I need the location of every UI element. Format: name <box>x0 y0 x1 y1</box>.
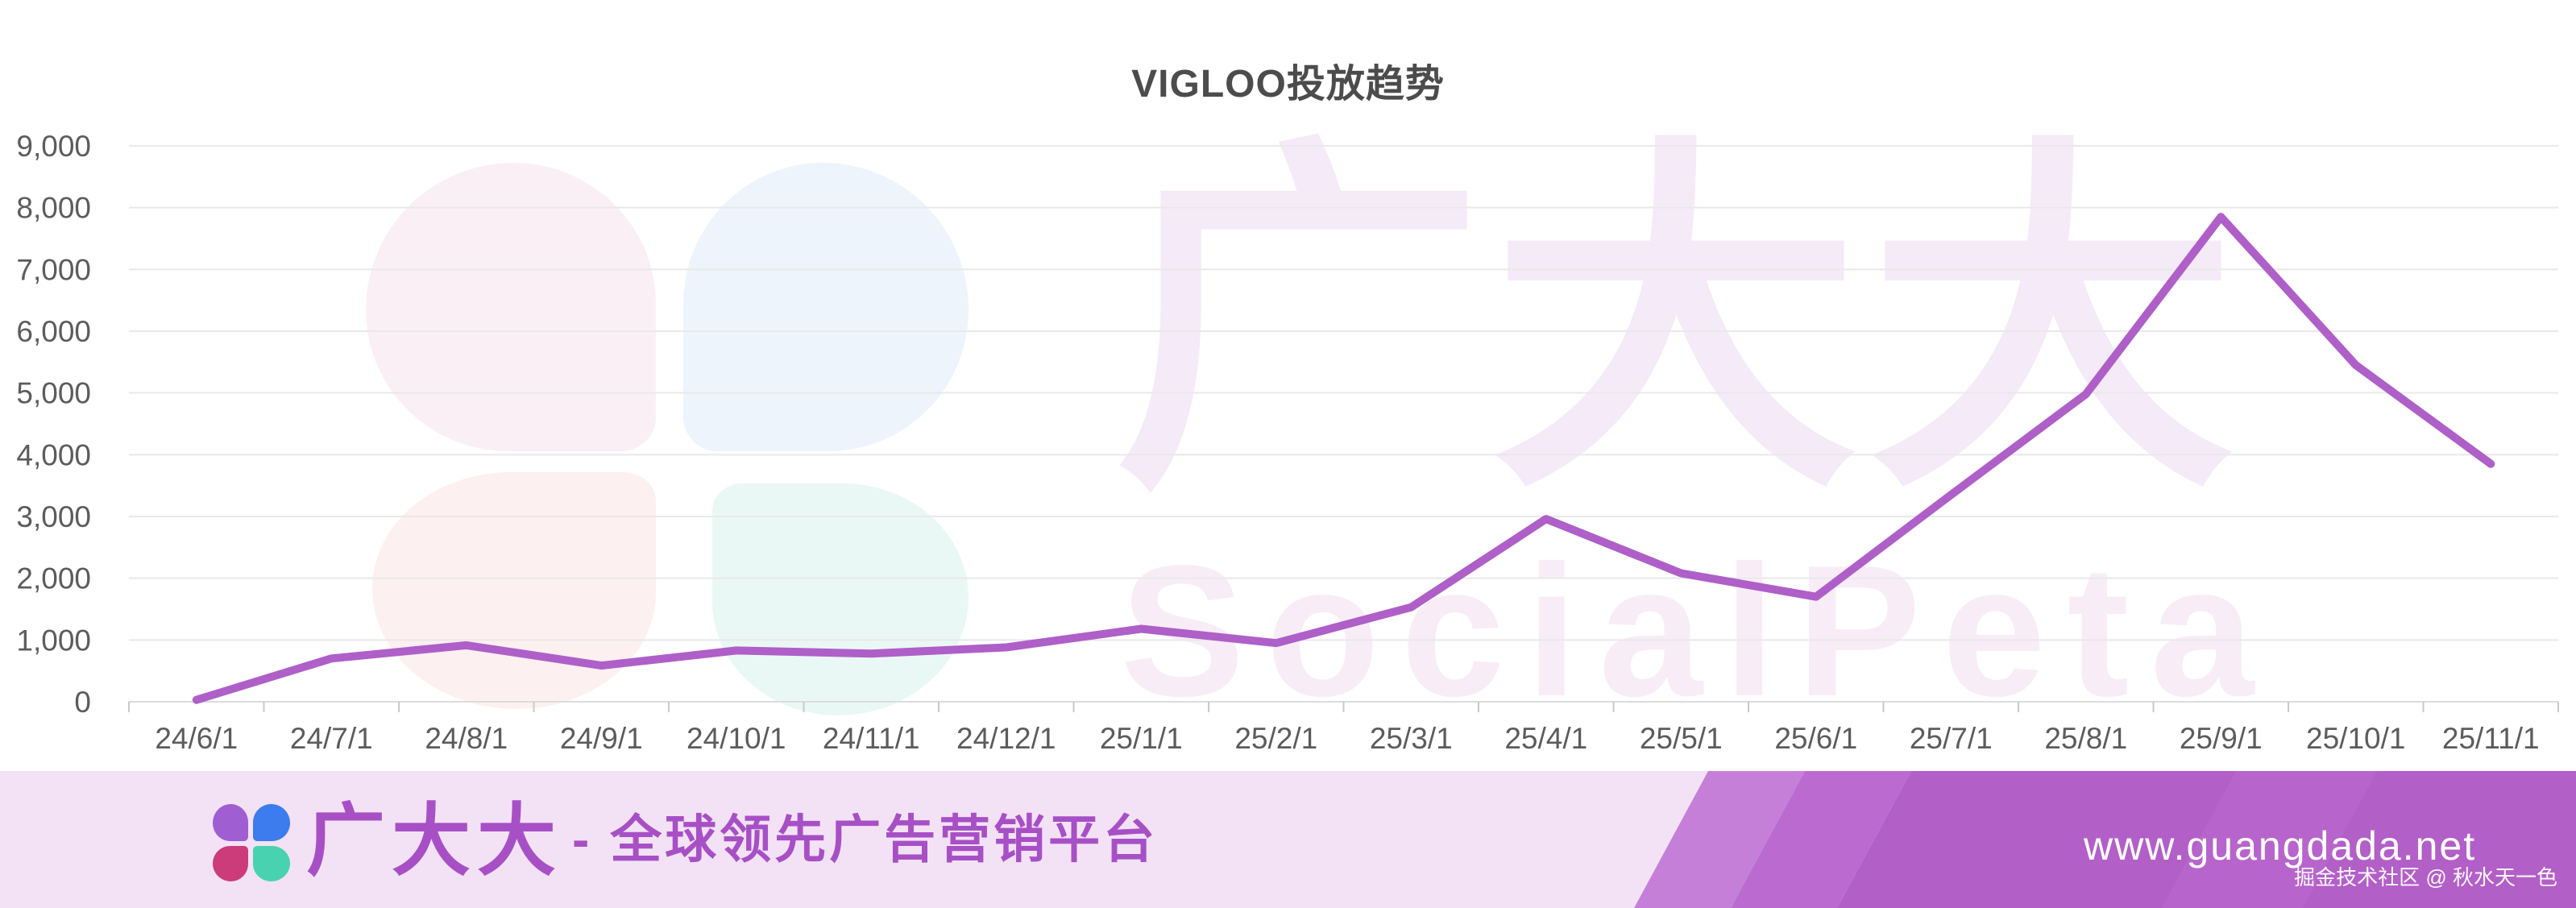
logo-petal-purple <box>213 804 248 841</box>
watermark-petal-bottom-right <box>712 483 969 715</box>
logo-petal-teal <box>253 846 290 881</box>
svg-text:25/11/1: 25/11/1 <box>2442 722 2540 755</box>
svg-text:25/8/1: 25/8/1 <box>2044 722 2127 755</box>
footer-credit: 掘金技术社区 @ 秋水天一色 <box>2294 865 2557 889</box>
svg-text:2,000: 2,000 <box>16 562 91 595</box>
watermark-flower-logo-icon <box>366 163 969 715</box>
footer-tagline: - 全球领先广告营销平台 <box>572 811 1159 869</box>
chart-series-line <box>192 213 2495 704</box>
svg-text:4,000: 4,000 <box>16 438 91 471</box>
watermark-petal-top-left <box>366 163 656 451</box>
watermark-petal-top-right <box>683 163 969 451</box>
banner-stripe-3 <box>2162 771 2377 908</box>
logo-petal-blue <box>253 804 290 841</box>
svg-text:6,000: 6,000 <box>16 315 91 348</box>
svg-text:25/3/1: 25/3/1 <box>1370 722 1453 755</box>
svg-text:25/4/1: 25/4/1 <box>1504 722 1587 755</box>
svg-text:24/12/1: 24/12/1 <box>956 722 1056 755</box>
svg-text:25/6/1: 25/6/1 <box>1774 722 1857 755</box>
chart-title: VIGLOO投放趋势 <box>1131 63 1445 106</box>
footer-banner-background <box>0 771 2576 908</box>
watermark-brand-text: 广大大 <box>1114 117 2245 529</box>
svg-text:5,000: 5,000 <box>16 377 91 410</box>
banner-stripe-2 <box>1731 771 1911 908</box>
svg-text:24/6/1: 24/6/1 <box>155 722 238 755</box>
guangdada-logo-icon <box>213 804 290 881</box>
logo-petal-pink <box>213 846 248 881</box>
svg-text:1,000: 1,000 <box>16 624 91 657</box>
chart-gridlines <box>129 145 2558 641</box>
svg-text:3,000: 3,000 <box>16 500 91 533</box>
svg-text:25/2/1: 25/2/1 <box>1234 722 1317 755</box>
watermark-petal-bottom-left <box>372 472 656 709</box>
chart-x-axis-ticks <box>128 702 2559 712</box>
svg-text:25/9/1: 25/9/1 <box>2180 722 2263 755</box>
banner-stripe-1 <box>1634 771 1805 908</box>
chart-y-axis-labels: 0 1,000 2,000 3,000 4,000 5,000 6,000 7,000 8,00… <box>16 130 91 719</box>
svg-text:25/1/1: 25/1/1 <box>1100 722 1183 755</box>
svg-text:24/11/1: 24/11/1 <box>823 722 920 755</box>
footer-website-url: www.guangdada.net <box>2084 823 2477 869</box>
footer-brand-name: 广大大 <box>306 796 563 885</box>
svg-text:24/8/1: 24/8/1 <box>425 722 508 755</box>
svg-text:25/10/1: 25/10/1 <box>2306 722 2405 755</box>
svg-text:25/5/1: 25/5/1 <box>1640 722 1723 755</box>
svg-text:0: 0 <box>74 686 91 719</box>
svg-text:9,000: 9,000 <box>16 130 91 163</box>
svg-text:24/7/1: 24/7/1 <box>290 722 373 755</box>
chart-x-axis-labels: 24/6/1 24/7/1 24/8/1 24/9/1 24/10/1 24/11/1 24… <box>155 722 2539 755</box>
svg-text:8,000: 8,000 <box>16 192 91 225</box>
svg-text:24/10/1: 24/10/1 <box>687 722 786 755</box>
footer-banner: 广大大 - 全球领先广告营销平台 www.guangdada.net 掘金技术社… <box>0 771 2576 908</box>
svg-text:7,000: 7,000 <box>16 253 91 286</box>
svg-text:24/9/1: 24/9/1 <box>560 722 643 755</box>
svg-text:25/7/1: 25/7/1 <box>1910 722 1993 755</box>
